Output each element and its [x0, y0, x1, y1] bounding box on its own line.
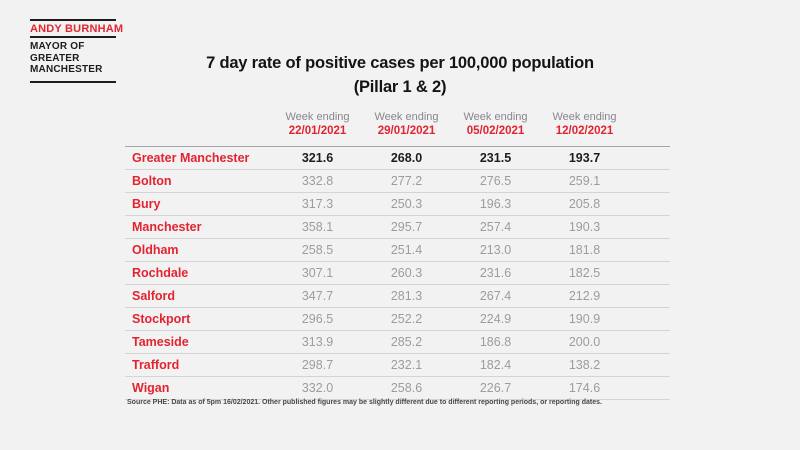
- logo-role-line: GREATER: [30, 52, 80, 64]
- rate-value: 174.6: [568, 381, 601, 395]
- rate-value: 268.0: [390, 151, 423, 165]
- page-title-line1: 7 day rate of positive cases per 100,000…: [206, 54, 594, 72]
- area-label: Greater Manchester: [132, 151, 250, 165]
- area-label: Bury: [132, 197, 161, 211]
- area-label: Bolton: [132, 174, 172, 188]
- table-row: Oldham 258.5 251.4 213.0 181.8: [125, 239, 670, 262]
- rate-value: 298.7: [301, 358, 334, 372]
- rate-value: 190.9: [568, 312, 601, 326]
- rate-value: 285.2: [390, 335, 423, 349]
- rate-value: 258.5: [301, 243, 334, 257]
- week-ending-date: 29/01/2021: [377, 125, 436, 137]
- rate-value: 313.9: [301, 335, 334, 349]
- table-row: Trafford 298.7 232.1 182.4 138.2: [125, 354, 670, 377]
- week-ending-date: 12/02/2021: [555, 125, 614, 137]
- mayor-logo: ANDY BURNHAM MAYOR OF GREATER MANCHESTER: [30, 19, 124, 83]
- rate-value: 347.7: [301, 289, 334, 303]
- area-label: Trafford: [132, 358, 180, 372]
- week-ending-label: Week ending: [552, 111, 617, 123]
- week-ending-label: Week ending: [463, 111, 528, 123]
- rate-value: 200.0: [568, 335, 601, 349]
- rates-table: Week ending 22/01/2021 Week ending 29/01/20…: [125, 104, 670, 400]
- rate-value: 332.8: [301, 174, 334, 188]
- rate-value: 181.8: [568, 243, 601, 257]
- table-header-corner: [125, 110, 273, 139]
- rate-value: 212.9: [568, 289, 601, 303]
- area-label: Tameside: [132, 335, 189, 349]
- table-row: Tameside 313.9 285.2 186.8 200.0: [125, 331, 670, 354]
- rate-value: 307.1: [301, 266, 334, 280]
- column-header: Week ending 29/01/2021: [362, 110, 451, 139]
- area-label: Rochdale: [132, 266, 189, 280]
- rate-value: 277.2: [390, 174, 423, 188]
- rate-value: 186.8: [479, 335, 512, 349]
- rate-value: 281.3: [390, 289, 423, 303]
- rate-value: 182.5: [568, 266, 601, 280]
- rate-value: 250.3: [390, 197, 423, 211]
- rate-value: 296.5: [301, 312, 334, 326]
- rate-value: 251.4: [390, 243, 423, 257]
- source-note: Source PHE: Data as of 5pm 16/02/2021. O…: [127, 399, 602, 406]
- rate-value: 252.2: [390, 312, 423, 326]
- rate-value: 231.5: [479, 151, 512, 165]
- table-row: Wigan 332.0 258.6 226.7 174.6: [125, 377, 670, 400]
- rate-value: 295.7: [390, 220, 423, 234]
- week-ending-date: 22/01/2021: [288, 125, 347, 137]
- column-header: Week ending 05/02/2021: [451, 110, 540, 139]
- area-label: Oldham: [132, 243, 179, 257]
- table-row: Bury 317.3 250.3 196.3 205.8: [125, 193, 670, 216]
- rate-value: 193.7: [568, 151, 601, 165]
- area-label: Salford: [132, 289, 176, 303]
- rate-value: 358.1: [301, 220, 334, 234]
- table-row: Manchester 358.1 295.7 257.4 190.3: [125, 216, 670, 239]
- page-title: 7 day rate of positive cases per 100,000…: [0, 51, 800, 99]
- logo-name: ANDY BURNHAM: [30, 23, 124, 35]
- rate-value: 213.0: [479, 243, 512, 257]
- table-row: Bolton 332.8 277.2 276.5 259.1: [125, 170, 670, 193]
- table-body: Greater Manchester 321.6 268.0 231.5 193.7 Bo…: [125, 147, 670, 400]
- logo-role-line: MANCHESTER: [30, 64, 103, 75]
- logo-rule-bottom: [30, 80, 116, 83]
- area-label: Manchester: [132, 220, 202, 234]
- logo-role-line: MAYOR OF: [30, 41, 85, 52]
- rate-value: 321.6: [301, 151, 334, 165]
- rate-value: 226.7: [479, 381, 512, 395]
- rate-value: 267.4: [479, 289, 512, 303]
- rate-value: 260.3: [390, 266, 423, 280]
- rate-value: 224.9: [479, 312, 512, 326]
- rate-value: 232.1: [390, 358, 423, 372]
- week-ending-label: Week ending: [285, 111, 350, 123]
- rate-value: 138.2: [568, 358, 601, 372]
- rate-value: 231.6: [479, 266, 512, 280]
- rate-value: 332.0: [301, 381, 334, 395]
- page-title-line2: (Pillar 1 & 2): [353, 78, 447, 96]
- rate-value: 205.8: [568, 197, 601, 211]
- table-row: Rochdale 307.1 260.3 231.6 182.5: [125, 262, 670, 285]
- table-row: Salford 347.7 281.3 267.4 212.9: [125, 285, 670, 308]
- table-row: Greater Manchester 321.6 268.0 231.5 193.7: [125, 147, 670, 170]
- week-ending-date: 05/02/2021: [466, 125, 525, 137]
- logo-role: MAYOR OF GREATER MANCHESTER: [30, 38, 116, 81]
- rate-value: 259.1: [568, 174, 601, 188]
- rate-value: 257.4: [479, 220, 512, 234]
- column-header: Week ending 22/01/2021: [273, 110, 362, 139]
- logo-rule-top: [30, 19, 116, 21]
- table-row: Stockport 296.5 252.2 224.9 190.9: [125, 308, 670, 331]
- rate-value: 196.3: [479, 197, 512, 211]
- logo-rule-mid: [30, 36, 116, 38]
- area-label: Stockport: [132, 312, 191, 326]
- rate-value: 276.5: [479, 174, 512, 188]
- rate-value: 190.3: [568, 220, 601, 234]
- rate-value: 258.6: [390, 381, 423, 395]
- rate-value: 182.4: [479, 358, 512, 372]
- area-label: Wigan: [132, 381, 170, 395]
- week-ending-label: Week ending: [374, 111, 439, 123]
- column-header: Week ending 12/02/2021: [540, 110, 629, 139]
- rate-value: 317.3: [301, 197, 334, 211]
- table-header: Week ending 22/01/2021 Week ending 29/01/20…: [125, 104, 670, 147]
